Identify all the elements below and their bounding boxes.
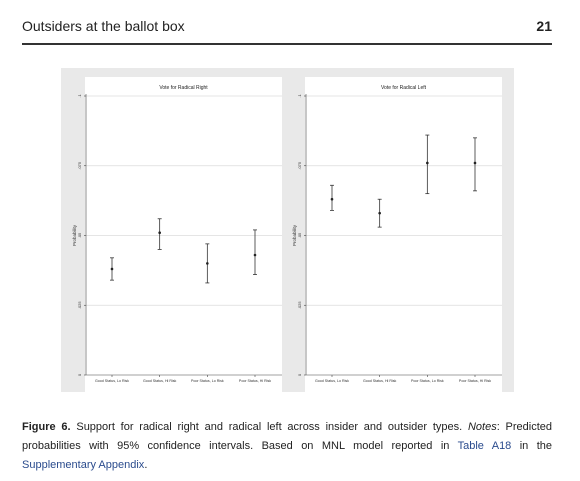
caption-text-3: in the (511, 440, 552, 452)
panel-2-xtick-label: Good Status, Hi Risk (363, 379, 397, 383)
panel-1-ylabel: Probability (72, 224, 77, 246)
panel-1-title: Vote for Radical Right (159, 85, 208, 91)
panel-2-xtick-label: Poor Status, Lo Risk (411, 379, 444, 383)
panel-2-ylabel: Probability (292, 224, 297, 246)
panel-2-background (305, 77, 502, 392)
caption-notes: Notes (467, 421, 497, 433)
panel-1-point (110, 267, 114, 271)
panel-1-ytick-label: .075 (77, 161, 82, 170)
panel-1-xtick-label: Good Status, Lo Risk (95, 379, 129, 383)
panel-1-point (253, 253, 257, 257)
panel-2-point (473, 161, 477, 165)
page-number: 21 (536, 18, 552, 34)
running-title: Outsiders at the ballot box (22, 18, 185, 34)
panel-1-ytick-label: .1 (77, 94, 82, 98)
panel-2-ytick-label: 0 (297, 373, 302, 376)
figure-6-charts: Vote for Radical Right 0 .025 .05 .075 .1 Prob… (72, 77, 502, 392)
caption-text-2: : Predicted probabilities with 95% confi… (22, 421, 553, 452)
caption-text-4: . (144, 459, 148, 471)
panel-2-point (378, 211, 381, 215)
header-rule (22, 43, 552, 45)
caption-text-1: Support for radical right and radical le… (70, 421, 468, 433)
panel-1-background (85, 77, 282, 392)
figure-caption: Figure 6. Support for radical right and … (22, 418, 552, 475)
panel-2-xtick-label: Poor Status, Hi Risk (459, 379, 491, 383)
caption-label: Figure 6. (22, 421, 71, 433)
panel-2-title: Vote for Radical Left (381, 85, 427, 91)
supplementary-appendix-link[interactable]: Supplementary Appendix (22, 459, 145, 471)
panel-2-point (426, 161, 429, 165)
panel-2-ytick-label: .025 (297, 301, 302, 310)
panel-2-xtick-label: Good Status, Lo Risk (315, 379, 349, 383)
panel-1-xtick-label: Poor Status, Hi Risk (239, 379, 271, 383)
panel-1-ytick-label: .05 (77, 232, 82, 238)
figure-6: Vote for Radical Right 0 .025 .05 .075 .1 Prob… (61, 68, 514, 392)
panel-1-point (158, 231, 161, 235)
panel-2-ytick-label: .075 (297, 161, 302, 170)
panel-1-ytick-label: .025 (77, 301, 82, 310)
panel-1-xtick-label: Poor Status, Lo Risk (191, 379, 224, 383)
panel-2-point (330, 197, 334, 201)
panel-1-ytick-label: 0 (77, 373, 82, 376)
panel-2-ytick-label: .1 (297, 94, 302, 98)
table-a18-link[interactable]: Table A18 (457, 440, 512, 452)
panel-2-ytick-label: .05 (297, 232, 302, 238)
panel-1-point (206, 262, 209, 265)
page-header: Outsiders at the ballot box 21 (22, 18, 552, 44)
panel-1-xtick-label: Good Status, Hi Risk (143, 379, 177, 383)
